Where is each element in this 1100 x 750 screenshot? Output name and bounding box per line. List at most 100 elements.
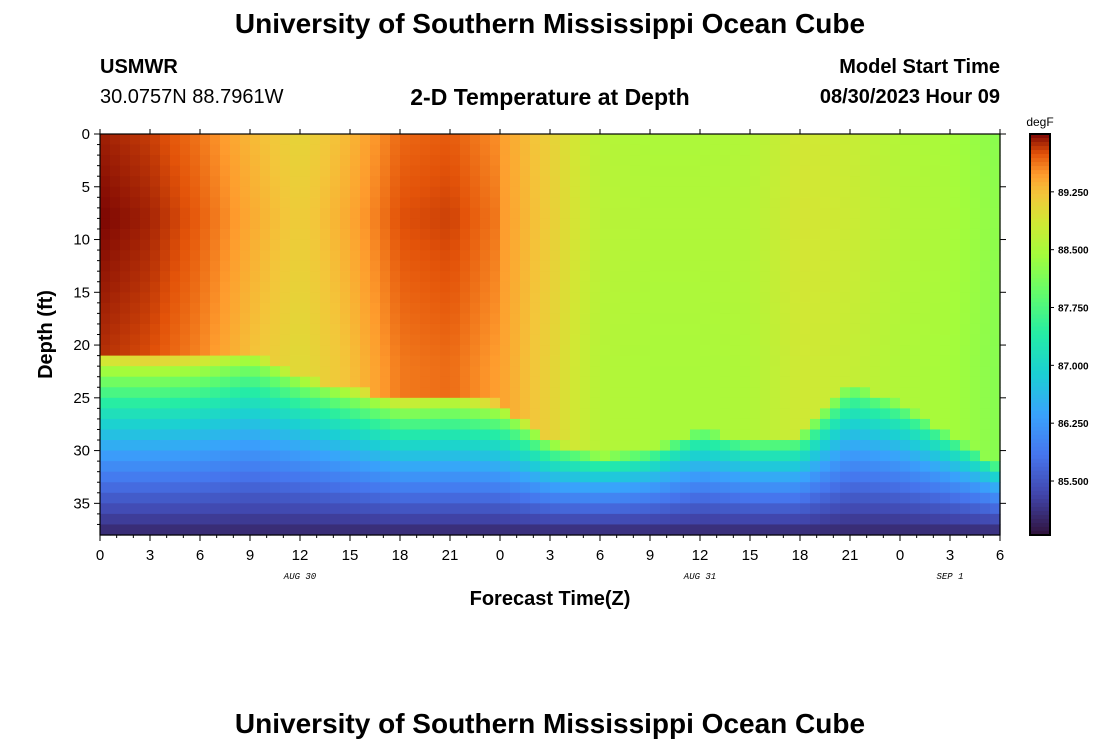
heatmap-cell [480, 440, 491, 452]
heatmap-cell [650, 176, 661, 188]
heatmap-cell [750, 302, 761, 314]
heatmap-cell [800, 186, 811, 198]
heatmap-cell [310, 440, 321, 452]
heatmap-cell [510, 418, 521, 431]
heatmap-cell [780, 144, 791, 156]
heatmap-cell [650, 450, 661, 462]
heatmap-cell [760, 281, 771, 293]
heatmap-cell [250, 482, 261, 494]
heatmap-cell [310, 376, 321, 388]
heatmap-cell [240, 471, 251, 483]
heatmap-cell [440, 302, 451, 314]
heatmap-cell [870, 461, 881, 473]
heatmap-cell [650, 281, 661, 293]
y-tick-label: 10 [73, 232, 90, 249]
heatmap-cell [550, 207, 561, 220]
heatmap-cell [610, 323, 621, 336]
heatmap-cell [100, 503, 111, 515]
heatmap-cell [760, 186, 771, 198]
heatmap-cell [960, 376, 971, 388]
heatmap-cell [990, 134, 1001, 146]
heatmap-cell [300, 292, 311, 304]
heatmap-cell [830, 207, 841, 220]
heatmap-cell [440, 450, 451, 462]
heatmap-cell [980, 503, 991, 515]
heatmap-cell [900, 228, 911, 241]
heatmap-cell [710, 355, 721, 367]
heatmap-cell [340, 144, 351, 156]
heatmap-cell [680, 323, 691, 336]
heatmap-cell [710, 292, 721, 304]
heatmap-cell [110, 228, 121, 241]
heatmap-cell [420, 387, 431, 399]
heatmap-cell [140, 134, 151, 146]
heatmap-cell [560, 292, 571, 304]
heatmap-cell [480, 503, 491, 515]
heatmap-cell [720, 345, 731, 357]
heatmap-cell [440, 482, 451, 494]
heatmap-cell [680, 513, 691, 526]
heatmap-cell [460, 461, 471, 473]
heatmap-cell [520, 418, 531, 431]
colorbar-segment [1030, 142, 1050, 147]
heatmap-cell [640, 260, 651, 272]
heatmap-cell [480, 366, 491, 378]
heatmap-cell [500, 313, 511, 325]
heatmap-cell [590, 461, 601, 473]
heatmap-cell [570, 302, 581, 314]
heatmap-cell [220, 334, 231, 346]
heatmap-cell [590, 397, 601, 409]
heatmap-cell [330, 408, 341, 420]
heatmap-cell [590, 355, 601, 367]
heatmap-cell [550, 471, 561, 483]
heatmap-cell [250, 281, 261, 293]
heatmap-cell [790, 408, 801, 420]
heatmap-cell [690, 345, 701, 357]
heatmap-cell [130, 239, 141, 251]
heatmap-cell [160, 239, 171, 251]
heatmap-cell [120, 450, 131, 462]
heatmap-cell [680, 165, 691, 177]
heatmap-cell [740, 292, 751, 304]
heatmap-cell [910, 450, 921, 462]
heatmap-cell [620, 260, 631, 272]
heatmap-cell [760, 376, 771, 388]
colorbar-segment [1030, 282, 1050, 287]
heatmap-cell [450, 418, 461, 431]
heatmap-cell [890, 134, 901, 146]
heatmap-cell [680, 292, 691, 304]
heatmap-cell [270, 197, 281, 209]
heatmap-cell [610, 408, 621, 420]
heatmap-cell [710, 271, 721, 283]
heatmap-cell [540, 218, 551, 230]
heatmap-cell [730, 503, 741, 515]
heatmap-cell [460, 376, 471, 388]
heatmap-cell [270, 355, 281, 367]
heatmap-cell [380, 482, 391, 494]
heatmap-cell [530, 387, 541, 399]
heatmap-cell [680, 228, 691, 241]
heatmap-cell [950, 281, 961, 293]
heatmap-cell [940, 134, 951, 146]
heatmap-cell [280, 250, 291, 262]
heatmap-cell [170, 429, 181, 441]
heatmap-cell [530, 207, 541, 220]
heatmap-cell [980, 334, 991, 346]
heatmap-cell [510, 345, 521, 357]
heatmap-cell [140, 313, 151, 325]
heatmap-cell [360, 450, 371, 462]
heatmap-cell [290, 440, 301, 452]
heatmap-cell [990, 408, 1001, 420]
heatmap-cell [210, 292, 221, 304]
heatmap-cell [810, 313, 821, 325]
heatmap-cell [120, 323, 131, 336]
heatmap-cell [860, 197, 871, 209]
heatmap-cell [690, 440, 701, 452]
heatmap-cell [560, 218, 571, 230]
heatmap-cell [170, 397, 181, 409]
heatmap-cell [260, 260, 271, 272]
heatmap-cell [270, 281, 281, 293]
heatmap-cell [280, 355, 291, 367]
x-tick-label: 21 [442, 547, 459, 564]
heatmap-cell [710, 323, 721, 336]
